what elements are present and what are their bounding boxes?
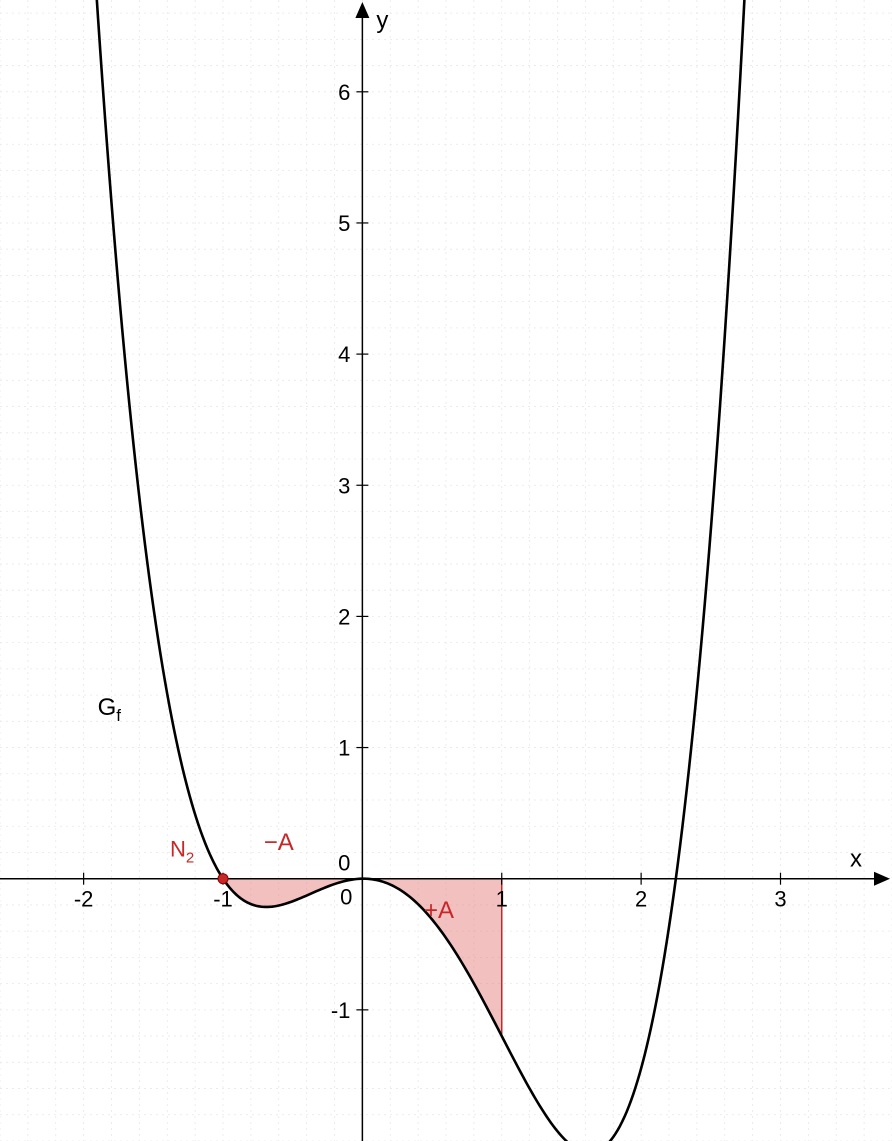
x-tick-label: -1 — [213, 887, 233, 912]
x-tick-label: -2 — [74, 887, 94, 912]
y-tick-label: 6 — [338, 80, 350, 105]
x-tick-label: 1 — [496, 887, 508, 912]
x-tick-label: 0 — [340, 885, 352, 910]
function-chart: -2-10123-10123456xyGf−A+AN2 — [0, 0, 892, 1141]
x-tick-label: 2 — [635, 887, 647, 912]
origin-label: 0 — [338, 851, 350, 876]
region-label-minus_A: −A — [264, 829, 294, 856]
y-tick-label: 4 — [338, 342, 350, 367]
y-tick-label: 5 — [338, 211, 350, 236]
y-tick-label: 2 — [338, 604, 350, 629]
x-tick-label: 3 — [774, 887, 786, 912]
y-axis-label: y — [376, 7, 388, 34]
y-tick-label: 1 — [338, 736, 350, 761]
point-N2 — [218, 874, 228, 884]
region-label-plus_A: +A — [424, 897, 454, 924]
chart-container: -2-10123-10123456xyGf−A+AN2 — [0, 0, 892, 1141]
x-axis-label: x — [850, 846, 862, 873]
y-tick-label: -1 — [331, 998, 351, 1023]
y-tick-label: 3 — [338, 473, 350, 498]
